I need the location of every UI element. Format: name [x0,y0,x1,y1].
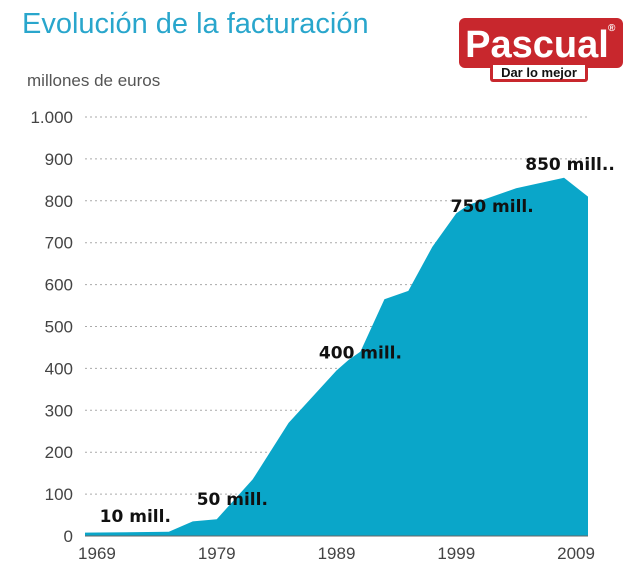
y-tick-label: 0 [64,527,73,546]
logo-tagline-bg [493,65,585,79]
y-tick-label: 300 [45,401,73,420]
y-tick-label: 200 [45,443,73,462]
y-tick-label: 900 [45,150,73,169]
data-label: 750 mill. [451,197,534,217]
y-tick-label: 500 [45,318,73,337]
data-label: 10 mill. [100,507,171,527]
logo-badge [459,18,623,68]
x-tick-label: 1969 [78,544,116,563]
y-axis-ticks: 0 100 200 300 400 500 600 700 800 900 1.000 [30,108,73,546]
y-tick-label: 700 [45,234,73,253]
chart-title: Evolución de la facturación [22,8,369,40]
x-axis-ticks: 1969 1979 1989 1999 2009 [78,544,595,563]
data-label: 400 mill. [319,343,402,363]
y-axis-label: millones de euros [27,71,160,90]
plot-area [85,177,588,537]
revenue-area [85,177,588,536]
y-tick-label: 100 [45,485,73,504]
annotations: 10 mill. 50 mill. 400 mill. 750 mill. 850 mi… [100,155,615,527]
logo-wordmark: Pascual [465,24,609,66]
y-tick-label: 1.000 [30,108,73,127]
y-tick-label: 600 [45,276,73,295]
x-tick-label: 2009 [557,544,595,563]
x-tick-label: 1979 [198,544,236,563]
data-label: 850 mill.. [525,155,615,175]
logo-tagline: Dar lo mejor [501,65,577,80]
data-label: 50 mill. [197,490,268,510]
y-tick-label: 800 [45,192,73,211]
x-tick-label: 1989 [318,544,356,563]
y-tick-label: 400 [45,359,73,378]
brand-logo: Pascual ® Dar lo mejor [459,18,623,82]
x-tick-label: 1999 [437,544,475,563]
logo-registered-mark: ® [608,23,616,34]
